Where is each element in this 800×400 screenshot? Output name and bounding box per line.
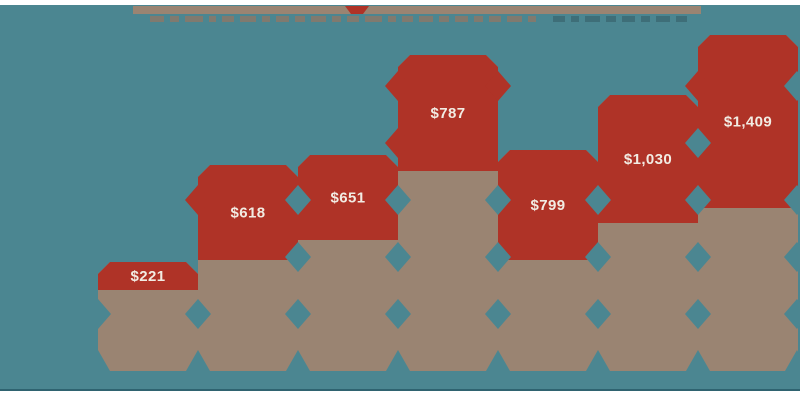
lattice-diamond — [585, 299, 611, 329]
baseline-notch — [486, 350, 510, 371]
bar-value-segment — [398, 55, 498, 171]
bar-value-label: $651 — [331, 190, 366, 207]
edge-notch-diamond — [784, 299, 800, 329]
bar-value-segment — [198, 165, 298, 260]
lattice-diamond — [385, 242, 411, 272]
bar-value-label: $799 — [531, 197, 566, 214]
truncated-text-fragment — [222, 16, 234, 22]
baseline-notch — [286, 350, 310, 371]
baseline-notch — [686, 350, 710, 371]
top-margin — [0, 0, 800, 5]
lattice-diamond — [685, 299, 711, 329]
lattice-diamond — [485, 242, 511, 272]
truncated-text-fragment — [311, 16, 326, 22]
truncated-text-fragment — [276, 16, 289, 22]
lattice-diamond — [285, 299, 311, 329]
segment-tip — [385, 71, 411, 101]
lattice-diamond — [485, 299, 511, 329]
segment-tip — [685, 71, 711, 101]
truncated-text-fragment — [419, 16, 433, 22]
edge-notch-diamond — [784, 242, 800, 272]
truncated-text-fragment — [295, 16, 305, 22]
baseline-notch — [86, 350, 110, 371]
lattice-diamond — [585, 185, 611, 215]
bar-value-label: $1,030 — [624, 151, 672, 168]
bar-value-label: $221 — [131, 268, 166, 285]
baseline-notch — [186, 350, 210, 371]
lattice-diamond — [285, 242, 311, 272]
bottom-rule — [0, 389, 800, 391]
truncated-text-fragment — [553, 16, 565, 22]
lattice-diamond — [185, 299, 211, 329]
lattice-diamond — [685, 242, 711, 272]
truncated-text-fragment — [332, 16, 341, 22]
truncated-text-fragment — [439, 16, 449, 22]
bar-value-segment — [698, 35, 798, 208]
cropped-legend-marker-icon — [345, 6, 369, 14]
segment-tip — [385, 128, 411, 158]
truncated-text-fragment — [641, 16, 650, 22]
lattice-diamond — [685, 128, 711, 158]
segment-tip — [485, 71, 511, 101]
truncated-text-fragment — [507, 16, 522, 22]
baseline-notch — [386, 350, 410, 371]
truncated-text-fragment — [571, 16, 579, 22]
truncated-text-fragment — [528, 16, 536, 22]
lattice-diamond — [485, 185, 511, 215]
baseline-notch — [785, 350, 800, 371]
truncated-text-fragment — [474, 16, 483, 22]
truncated-text-fragment — [185, 16, 203, 22]
truncated-text-fragment — [402, 16, 413, 22]
truncated-text-fragment — [209, 16, 216, 22]
bar-value-segment — [598, 95, 698, 223]
truncated-text-fragment — [388, 16, 396, 22]
truncated-text-fragment — [365, 16, 382, 22]
truncated-text-fragment — [347, 16, 359, 22]
truncated-text-fragment — [489, 16, 501, 22]
segment-tip — [185, 185, 211, 215]
truncated-text-fragment — [606, 16, 616, 22]
bar-value-label: $787 — [431, 105, 466, 122]
truncated-text-fragment — [150, 16, 164, 22]
cropped-legend-band — [133, 6, 701, 14]
bar-value-label: $618 — [231, 205, 266, 222]
bottom-margin — [0, 391, 800, 400]
truncated-text-fragment — [656, 16, 670, 22]
baseline-notch — [586, 350, 610, 371]
bar-value-segment — [298, 155, 398, 240]
bar-value-segment — [498, 150, 598, 260]
lattice-diamond — [285, 185, 311, 215]
bar-value-label: $1,409 — [724, 114, 772, 131]
lattice-diamond — [685, 185, 711, 215]
truncated-text-fragment — [240, 16, 256, 22]
lattice-diamond — [385, 185, 411, 215]
edge-notch-diamond — [784, 71, 800, 101]
bar-value-segment — [98, 262, 198, 290]
truncated-text-fragment — [455, 16, 468, 22]
truncated-text-fragment — [622, 16, 635, 22]
lattice-diamond — [385, 299, 411, 329]
truncated-text-fragment — [170, 16, 179, 22]
lattice-diamond — [585, 242, 611, 272]
truncated-text-fragment — [585, 16, 600, 22]
edge-notch-diamond — [784, 185, 800, 215]
truncated-text-fragment — [262, 16, 270, 22]
edge-notch-diamond — [85, 299, 111, 329]
truncated-text-fragment — [676, 16, 687, 22]
